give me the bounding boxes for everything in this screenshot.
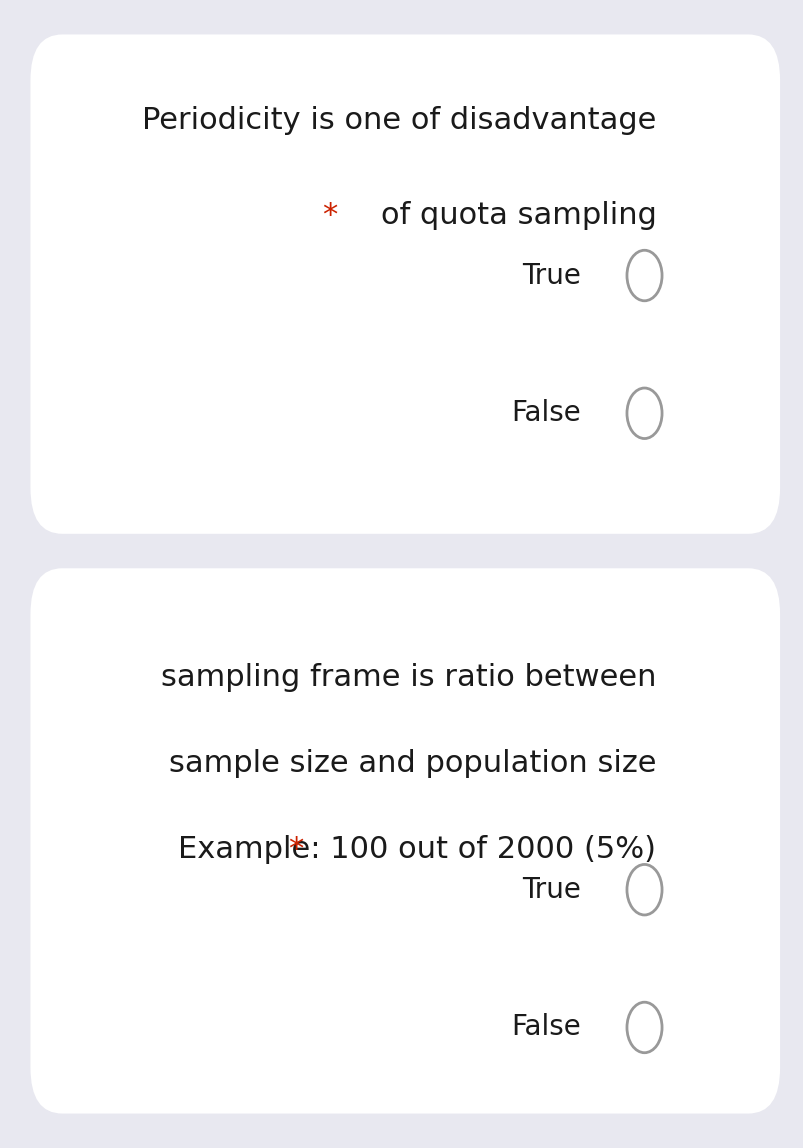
Text: of quota sampling: of quota sampling — [380, 201, 656, 231]
Text: sampling frame is ratio between: sampling frame is ratio between — [161, 662, 656, 692]
Text: *: * — [287, 835, 303, 864]
Text: *: * — [322, 201, 337, 231]
Text: True: True — [521, 876, 580, 903]
Text: False: False — [511, 1014, 580, 1041]
Text: True: True — [521, 262, 580, 289]
FancyBboxPatch shape — [31, 568, 779, 1114]
Text: Periodicity is one of disadvantage: Periodicity is one of disadvantage — [142, 106, 656, 135]
Text: Example: 100 out of 2000 (5%): Example: 100 out of 2000 (5%) — [178, 835, 656, 864]
Text: sample size and population size: sample size and population size — [169, 748, 656, 778]
Text: False: False — [511, 400, 580, 427]
FancyBboxPatch shape — [31, 34, 779, 534]
